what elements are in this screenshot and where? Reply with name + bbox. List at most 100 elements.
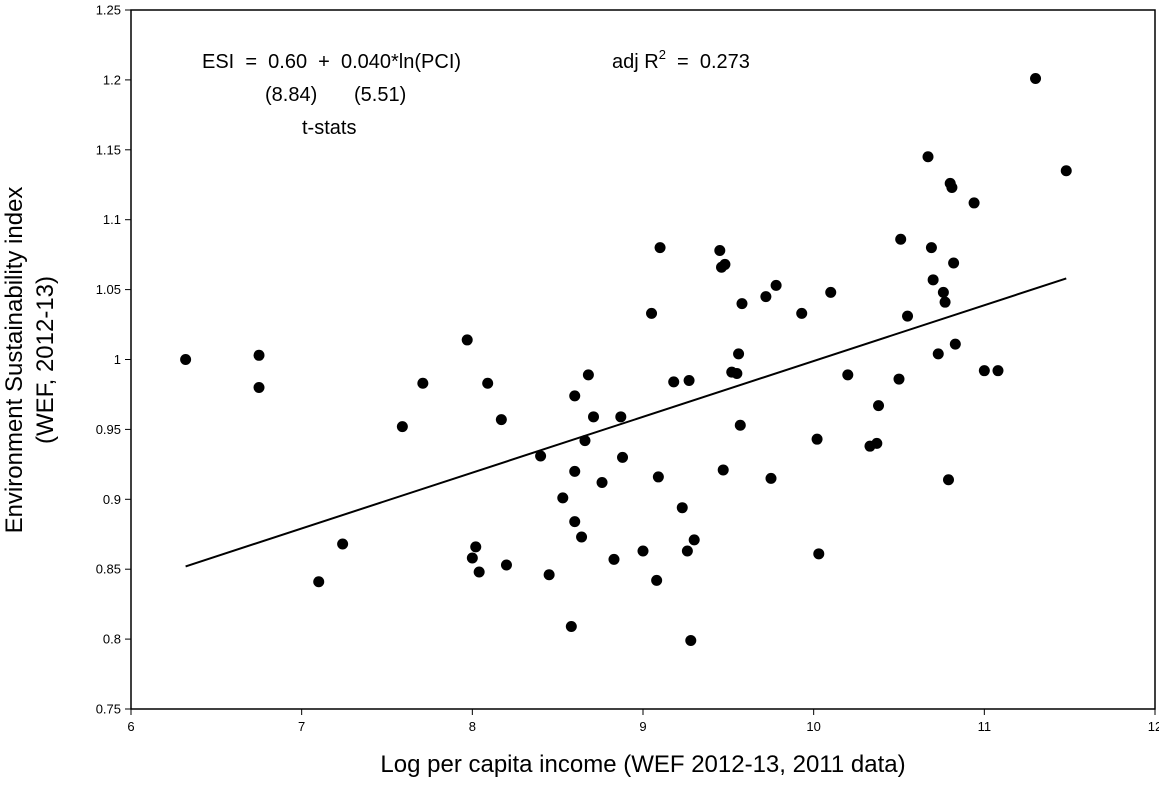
data-point [1060,165,1072,177]
x-tick-label: 8 [469,719,476,734]
r-squared-text: adj R2 = 0.273 [612,47,750,73]
y-tick-label: 1.05 [96,282,121,297]
y-tick-label: 0.85 [96,562,121,577]
data-point [337,538,349,550]
data-point [731,367,743,379]
y-tick-label: 0.75 [96,702,121,717]
y-tick-label: 0.95 [96,422,121,437]
data-point [948,257,960,269]
data-point [733,348,745,360]
data-point [760,291,772,303]
data-point [543,569,555,581]
data-point [596,477,608,489]
data-point [734,419,746,431]
data-point [770,279,782,291]
trendline [185,277,1067,568]
data-point [871,437,883,449]
data-point [417,377,429,389]
data-point [946,182,958,194]
data-point [652,471,664,483]
data-point [681,545,693,557]
y-tick-label: 1.1 [103,212,121,227]
data-point [617,451,629,463]
data-point [396,421,408,433]
data-point [932,348,944,360]
t-stat-slope: (5.51) [354,84,406,106]
data-point [925,242,937,254]
y-tick-label: 1.15 [96,142,121,157]
equation-text: ESI = 0.60 + 0.040*ln(PCI) [202,51,461,73]
data-point [683,374,695,386]
data-point [535,450,547,462]
data-point [719,258,731,270]
data-point [637,545,649,557]
data-point [949,338,961,350]
y-tick-label: 1 [114,352,121,367]
x-tick-label: 12 [1148,719,1159,734]
data-point [608,553,620,565]
data-point [825,286,837,298]
data-point [895,233,907,245]
data-point [717,464,729,476]
t-stat-intercept: (8.84) [265,84,317,106]
data-point [651,574,663,586]
x-tick-label: 11 [978,719,992,734]
data-point [688,534,700,546]
data-point [873,400,885,412]
data-point [466,552,478,564]
data-point [685,634,697,646]
data-point [942,474,954,486]
data-point [565,621,577,633]
data-point [473,566,485,578]
t-stat-caption: t-stats [302,117,356,139]
x-tick-label: 9 [639,719,646,734]
data-point [313,576,325,588]
data-point [557,492,569,504]
y-tick-label: 0.9 [103,492,121,507]
data-point [893,373,905,385]
data-point [736,298,748,310]
r-squared-superscript: 2 [659,47,666,62]
data-point [765,472,777,484]
data-point [579,435,591,447]
y-tick-label: 1.25 [96,3,121,18]
data-point [813,548,825,560]
data-point [646,307,658,319]
trendline-layer [185,277,1067,568]
data-point [495,414,507,426]
data-point [654,242,666,254]
data-point [927,274,939,286]
data-point [470,541,482,553]
plot-frame [130,9,1156,710]
x-tick-label: 10 [806,719,820,734]
x-tick-label: 6 [127,719,134,734]
data-point [714,244,726,256]
y-axis-ticks: 0.75 0.8 0.85 0.9 0.95 1 1.05 1.1 1.15 1.2 1.25 [96,3,131,717]
data-point [180,354,192,365]
data-point [588,411,600,423]
data-point [811,433,823,445]
data-point [992,365,1004,377]
data-point [968,197,980,209]
y-tick-label: 0.8 [103,632,121,647]
data-point [939,296,951,308]
data-point [668,376,680,388]
y-axis-title-line1: Environment Sustainability index [1,187,28,534]
data-point [569,516,581,528]
data-point [569,465,581,477]
x-axis-ticks: 6 7 8 9 10 11 12 [127,709,1159,734]
y-axis-title-line2: (WEF, 2012-13) [32,276,59,444]
data-point [978,365,990,377]
data-point [796,307,808,319]
x-axis-title: Log per capita income (WEF 2012-13, 2011… [380,751,905,778]
data-points [180,73,1072,646]
data-point [902,310,914,322]
data-point [576,531,588,543]
data-point [1030,73,1042,85]
data-point [922,151,934,163]
data-point [615,411,627,423]
r-squared-value: = 0.273 [666,51,750,73]
x-tick-label: 7 [298,719,305,734]
